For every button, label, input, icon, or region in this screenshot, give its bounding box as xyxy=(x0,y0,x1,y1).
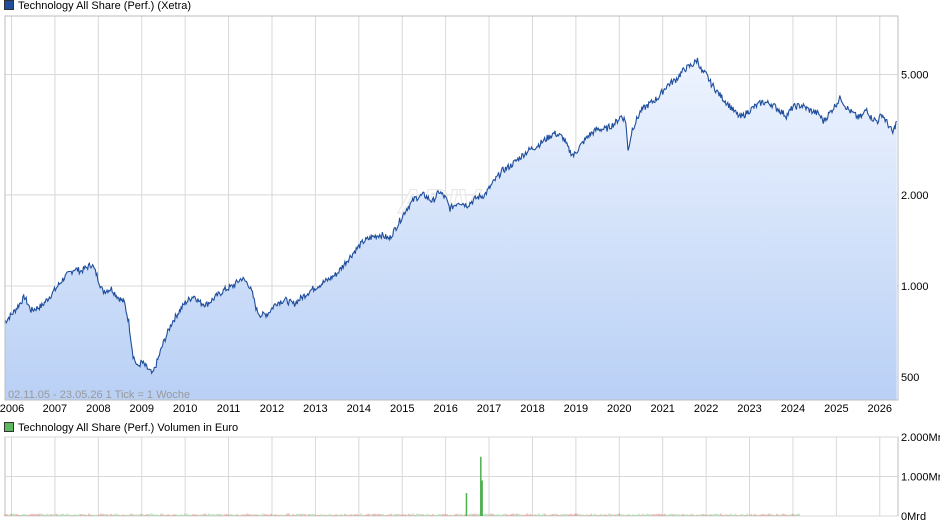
x-tick-label: 2006 xyxy=(0,403,24,415)
price-legend-swatch xyxy=(4,0,14,10)
x-tick-label: 2021 xyxy=(650,403,674,415)
x-tick-label: 2018 xyxy=(520,403,544,415)
x-tick-label: 2014 xyxy=(347,403,371,415)
date-range-caption: 02.11.05 - 23.05.26 1 Tick = 1 Woche xyxy=(8,389,191,401)
price-legend-label: Technology All Share (Perf.) (Xetra) xyxy=(18,0,192,12)
y-tick-label: 2.000 xyxy=(901,190,929,202)
x-tick-label: 2011 xyxy=(217,403,241,415)
x-tick-label: 2017 xyxy=(477,403,501,415)
price-series-line xyxy=(4,57,898,375)
volume-legend: Technology All Share (Perf.) Volumen in … xyxy=(4,422,238,435)
y-tick-label: 1.000 xyxy=(901,281,929,293)
y-tick-label: 5.000 xyxy=(901,69,929,81)
x-tick-label: 2010 xyxy=(173,403,197,415)
price-area-fill xyxy=(4,57,897,401)
x-tick-label: 2026 xyxy=(868,403,892,415)
x-tick-label: 2008 xyxy=(86,403,110,415)
volume-y-tick-label: 1.000Mrd xyxy=(901,472,940,484)
x-tick-label: 2024 xyxy=(781,403,805,415)
volume-y-tick-label: 2.000Mrd xyxy=(901,432,940,444)
x-tick-label: 2015 xyxy=(390,403,414,415)
y-tick-label: 500 xyxy=(901,372,919,384)
x-tick-label: 2016 xyxy=(433,403,457,415)
x-tick-label: 2022 xyxy=(694,403,718,415)
volume-legend-label: Technology All Share (Perf.) Volumen in … xyxy=(18,422,239,434)
price-legend: Technology All Share (Perf.) (Xetra) xyxy=(4,0,191,13)
x-tick-label: 2019 xyxy=(564,403,588,415)
x-tick-label: 2020 xyxy=(607,403,631,415)
x-tick-label: 2023 xyxy=(737,403,761,415)
x-tick-label: 2009 xyxy=(130,403,154,415)
x-tick-label: 2025 xyxy=(824,403,848,415)
price-plot-border xyxy=(4,15,899,401)
volume-legend-swatch xyxy=(4,422,14,432)
x-tick-label: 2013 xyxy=(303,403,327,415)
x-tick-label: 2007 xyxy=(43,403,67,415)
x-tick-label: 2012 xyxy=(260,403,284,415)
volume-y-tick-label: 0Mrd xyxy=(901,511,926,523)
